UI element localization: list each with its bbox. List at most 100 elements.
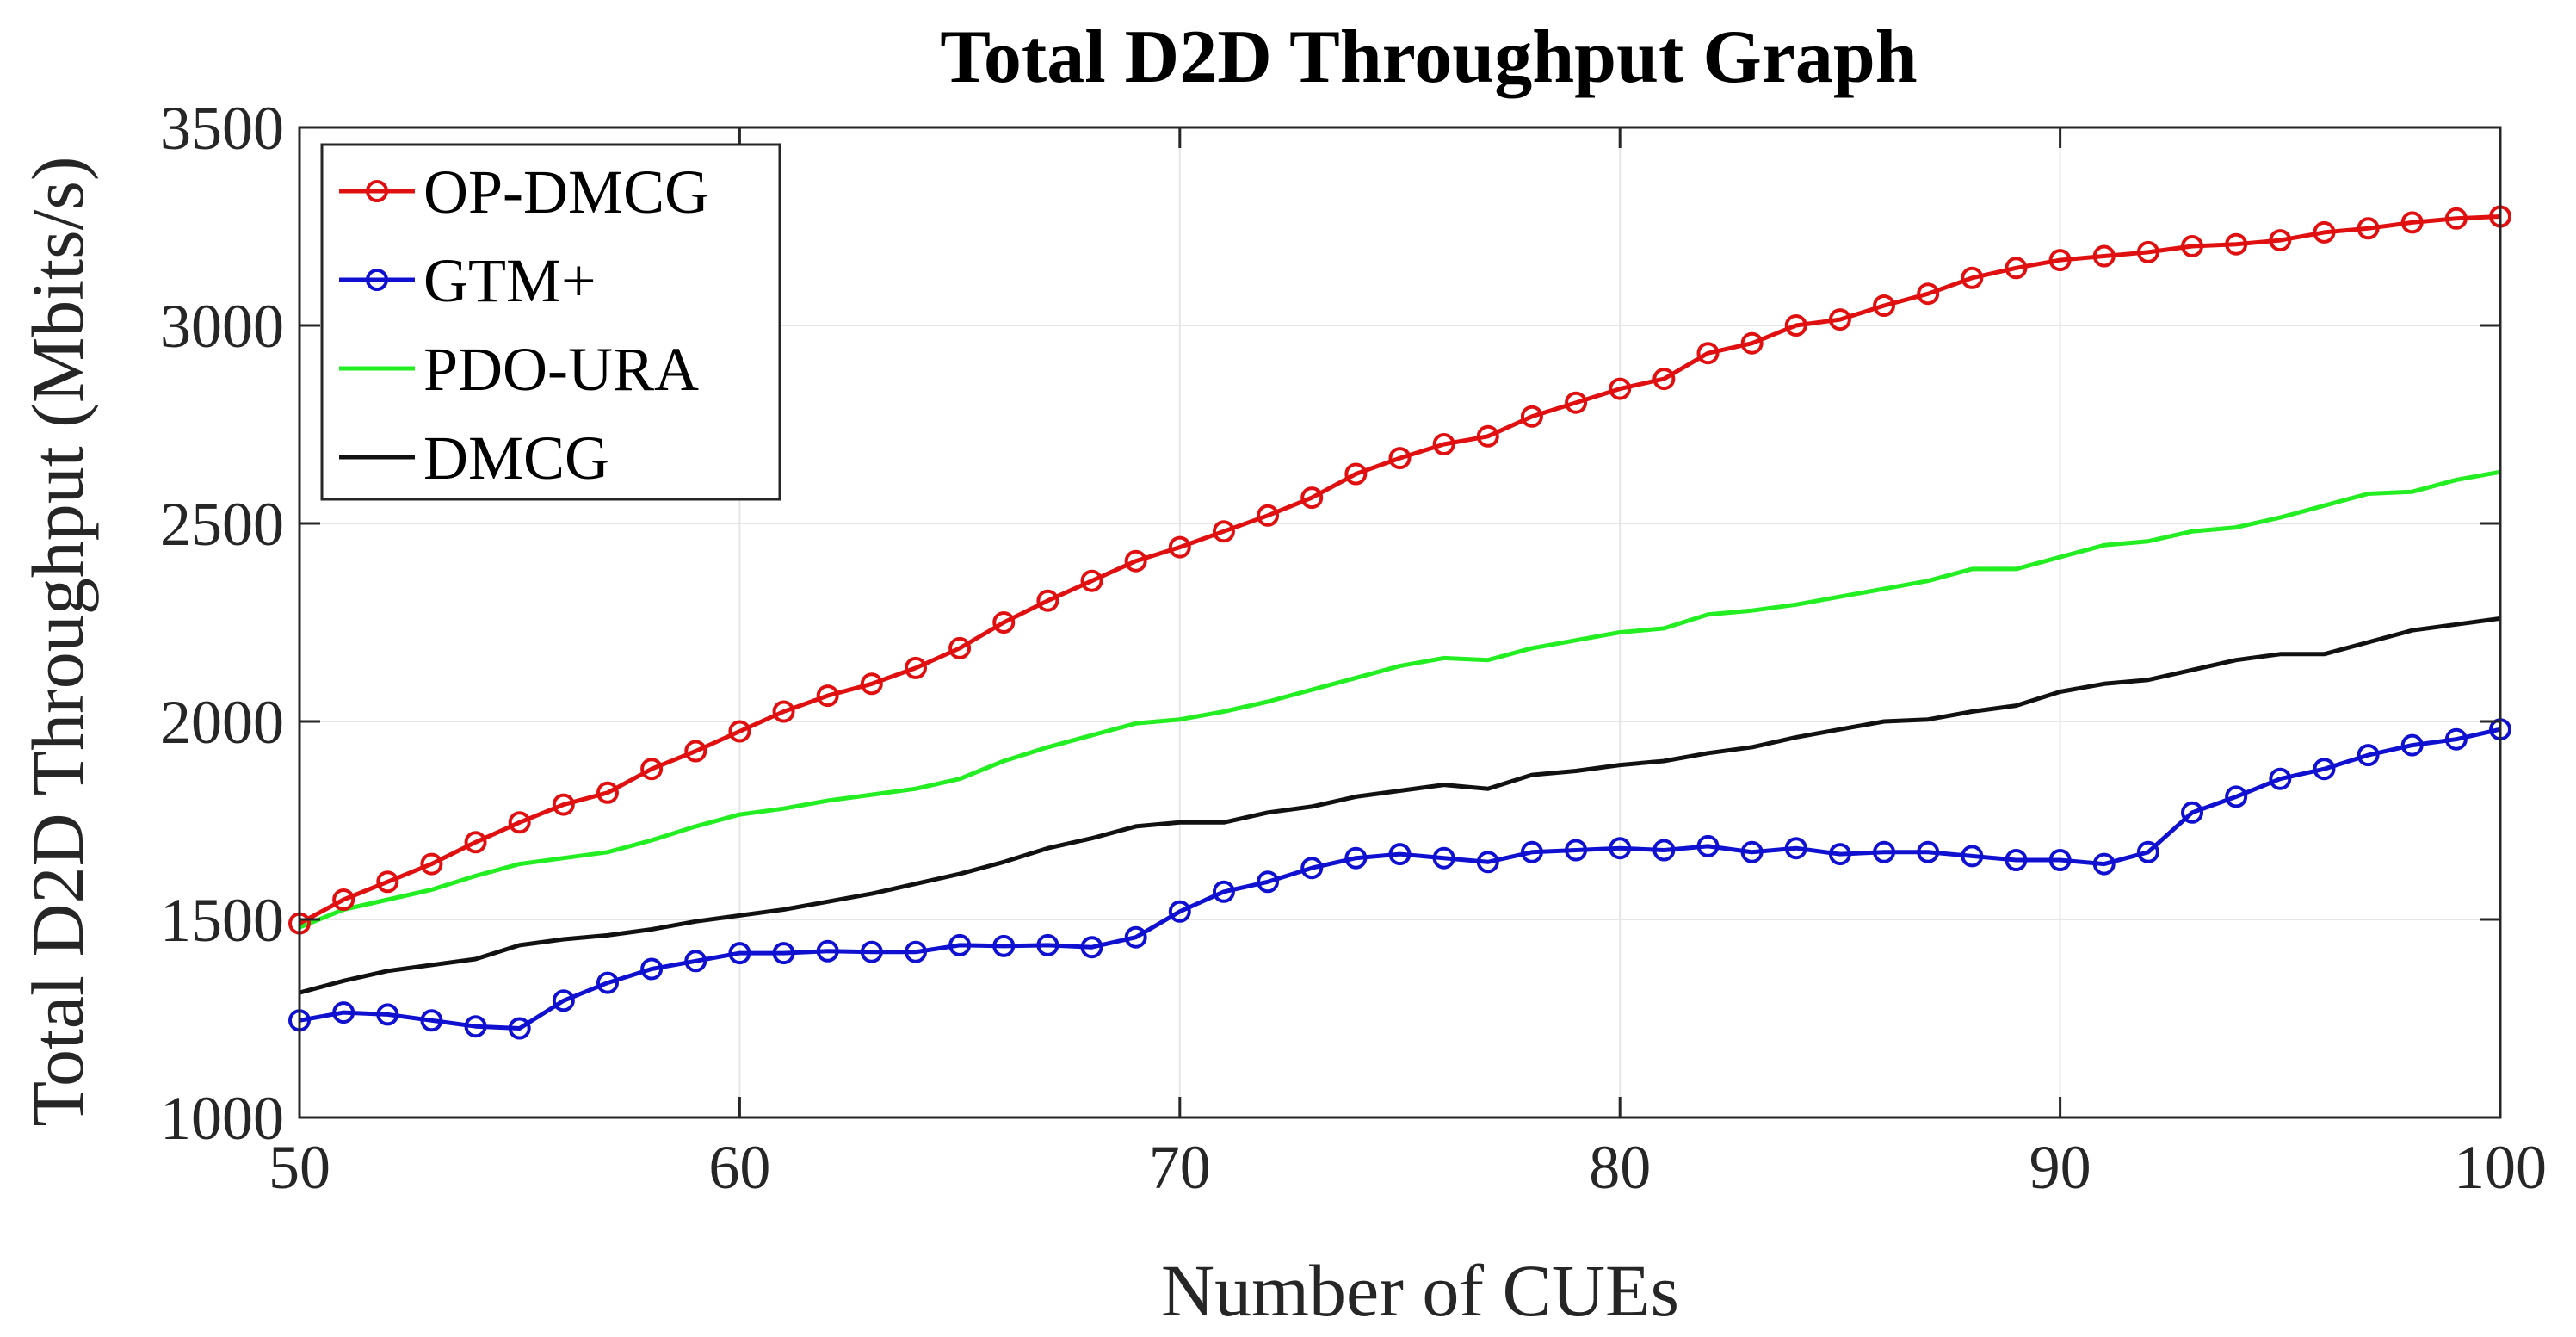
data-point-gtm [464,1015,487,1038]
y-axis-label: Total D2D Throughput (Mbits/s) [16,156,99,1126]
data-point-gtm [1124,925,1147,949]
x-tick-label: 80 [1589,1133,1651,1202]
data-point-gtm [1740,840,1764,863]
data-point-gtm [1212,880,1235,903]
series-line-gtm [299,727,2501,1031]
data-point-op-dmcg [1080,569,1103,592]
data-point-gtm [1784,837,1807,860]
legend-label: OP-DMCG [423,158,709,226]
x-axis-label: Number of CUEs [1161,1249,1679,1332]
data-point-gtm [1873,840,1896,863]
data-point-op-dmcg [2092,244,2116,268]
data-point-gtm [1828,843,1851,866]
x-tick-label: 50 [269,1133,330,1202]
data-point-gtm [684,950,707,973]
data-point-op-dmcg [1873,294,1896,317]
data-point-op-dmcg [2136,240,2159,263]
data-point-gtm [1168,900,1191,923]
series-line-dmcg [299,616,2501,995]
data-point-gtm [1917,840,1940,863]
data-point-gtm [1080,936,1103,959]
data-point-gtm [420,1009,443,1032]
data-point-gtm [904,940,927,963]
legend: OP-DMCG GTM+ PDO-URA DMCG [320,143,781,501]
data-point-op-dmcg [552,793,575,816]
data-point-op-dmcg [1432,433,1455,455]
data-point-op-dmcg [1740,331,1764,355]
series-line-op-dmcg [298,214,2501,925]
y-tick-label: 3000 [160,292,284,361]
data-point-gtm [1696,834,1720,857]
data-point-op-dmcg [596,781,619,804]
x-tick-label: 100 [2454,1133,2547,1202]
axis-ticks: 50 60 70 80 90 100 1000 1500 2000 2500 3000 3500 [160,94,2547,1202]
legend-item-gtm: GTM+ [339,246,596,315]
data-point-gtm [948,933,972,956]
data-point-gtm [2225,785,2248,808]
data-point-gtm [640,957,664,981]
series-line-pdo-ura [299,469,2501,930]
data-point-op-dmcg [1565,391,1588,414]
series-pdo-ura [299,469,2501,930]
data-point-op-dmcg [860,672,883,696]
legend-item-op-dmcg: OP-DMCG [339,158,709,226]
plot-frame [298,126,2502,1119]
series-op-dmcg [288,205,2511,935]
data-point-op-dmcg [1609,377,1632,400]
data-point-gtm [992,934,1016,957]
data-point-gtm [1520,840,1543,863]
chart-title: Total D2D Throughput Graph [940,15,1917,99]
data-point-gtm [1432,846,1455,870]
data-point-op-dmcg [1652,368,1676,391]
legend-item-pdo-ura: PDO-URA [339,335,699,404]
data-point-gtm [2400,733,2424,757]
data-point-op-dmcg [728,720,751,743]
data-point-op-dmcg [1696,342,1720,365]
data-point-gtm [2005,849,2028,871]
data-point-gtm [1036,933,1059,956]
data-point-op-dmcg [1961,266,1984,289]
data-point-gtm [1961,845,1984,868]
data-point-gtm [860,940,883,963]
data-point-gtm [1257,870,1280,894]
legend-label: DMCG [423,424,609,492]
data-point-op-dmcg [1520,405,1543,428]
data-point-op-dmcg [1124,549,1147,573]
data-point-op-dmcg [2357,217,2380,240]
data-point-op-dmcg [1300,486,1324,510]
data-point-gtm [1565,839,1588,862]
series-gtm [288,718,2511,1040]
data-point-gtm [816,939,839,963]
data-point-op-dmcg [420,852,443,876]
data-point-gtm [508,1017,531,1040]
data-point-gtm [332,1001,355,1024]
data-point-gtm [1476,851,1499,874]
data-point-op-dmcg [1036,589,1059,612]
data-point-gtm [376,1003,399,1026]
data-point-op-dmcg [464,831,487,854]
data-point-gtm [2048,849,2072,871]
data-point-gtm [552,989,575,1012]
y-tick-label: 1500 [160,886,284,955]
y-tick-label: 2000 [160,688,284,757]
data-point-op-dmcg [2269,229,2292,252]
data-point-gtm [2269,767,2292,790]
data-point-op-dmcg [772,700,795,723]
data-point-op-dmcg [684,740,707,763]
legend-box [320,143,781,501]
data-point-op-dmcg [904,656,927,679]
data-point-gtm [1652,839,1676,862]
data-point-op-dmcg [1257,504,1280,527]
legend-marker [366,269,388,291]
data-point-op-dmcg [1388,447,1412,470]
legend-marker [366,180,388,202]
data-point-op-dmcg [2005,257,2028,280]
data-point-op-dmcg [508,811,531,834]
data-point-gtm [772,942,795,965]
series-layer [288,205,2511,1040]
data-point-op-dmcg [1212,520,1235,543]
data-point-op-dmcg [1168,535,1191,559]
x-tick-label: 70 [1149,1133,1211,1202]
data-point-gtm [2136,840,2159,863]
